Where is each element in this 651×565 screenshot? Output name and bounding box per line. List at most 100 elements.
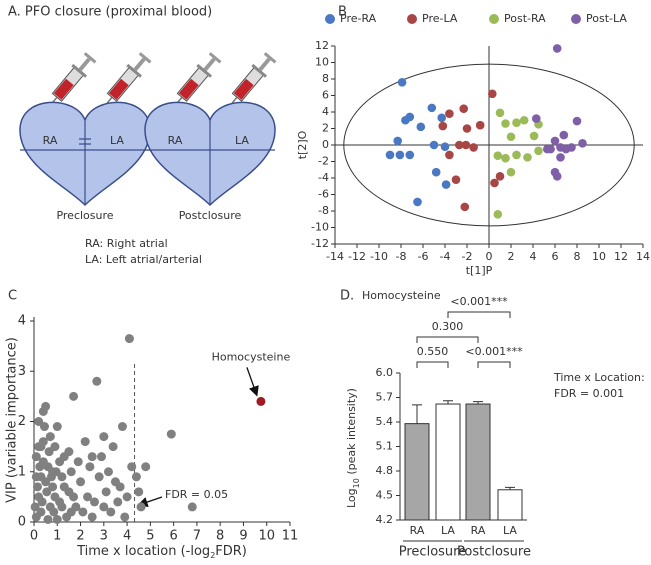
- legend-marker: [407, 14, 417, 24]
- point: [108, 442, 118, 452]
- bar: [497, 489, 523, 521]
- y-tick-label: 4: [18, 314, 26, 329]
- x-tick-label: -12: [348, 250, 366, 263]
- point: [256, 396, 266, 406]
- point: [445, 109, 454, 118]
- y-tick-label: -4: [318, 171, 329, 184]
- point: [44, 447, 54, 457]
- y-tick-label: -10: [311, 221, 329, 234]
- x-axis-label: Time x location (-log2FDR): [76, 544, 247, 561]
- point: [83, 492, 93, 502]
- point: [37, 497, 47, 507]
- y-tick-label: 4.8: [376, 464, 394, 477]
- point: [401, 115, 410, 125]
- point: [34, 417, 44, 426]
- point: [127, 462, 137, 472]
- point: [495, 172, 505, 181]
- y-tick-label: 3: [18, 364, 26, 379]
- point: [416, 122, 426, 132]
- point: [395, 150, 405, 160]
- point: [532, 114, 541, 123]
- legend-marker: [325, 14, 335, 24]
- point: [31, 452, 41, 462]
- point: [66, 467, 76, 477]
- legend-text: LA: Left atrial/arterial: [85, 253, 202, 266]
- error-bar: [412, 404, 422, 424]
- heart-label: LA: [110, 134, 124, 147]
- x-tick-label: RA: [410, 524, 425, 537]
- point: [92, 376, 102, 386]
- y-tick-label: 6: [322, 89, 329, 102]
- x-tick-label: 2: [508, 250, 515, 263]
- point: [512, 118, 521, 128]
- annotation: Homocysteine: [212, 350, 291, 363]
- error-bar: [505, 486, 515, 490]
- x-tick-label: 6: [552, 250, 559, 263]
- threshold-label: FDR = 0.05: [165, 488, 228, 501]
- point: [30, 502, 40, 512]
- annotation: Time x Location:: [553, 371, 645, 384]
- x-tick-label: 7: [193, 529, 201, 544]
- point: [38, 457, 48, 467]
- point: [495, 108, 505, 118]
- x-tick-label: 5: [146, 529, 154, 544]
- x-tick-label: 4: [530, 250, 537, 263]
- y-axis-label: t[2]O: [296, 130, 309, 159]
- x-tick-label: -6: [418, 250, 429, 263]
- point: [455, 140, 464, 150]
- point: [506, 132, 516, 142]
- point: [437, 113, 447, 123]
- point: [38, 406, 48, 416]
- y-tick-label: 0: [18, 515, 26, 530]
- point: [87, 452, 97, 462]
- point: [73, 457, 83, 467]
- x-tick-label: 1: [53, 529, 61, 544]
- point: [385, 150, 395, 160]
- arrow: [246, 367, 259, 397]
- x-tick-label: LA: [503, 524, 517, 537]
- x-tick-label: 0: [30, 529, 38, 544]
- point: [578, 139, 587, 148]
- point: [469, 143, 478, 152]
- point: [501, 119, 510, 128]
- point: [41, 477, 51, 487]
- point: [49, 507, 59, 517]
- panel-a: A. PFO closure (proximal blood) RA LA RA…: [8, 5, 279, 266]
- point: [39, 422, 49, 432]
- point: [493, 151, 503, 161]
- y-tick-label: 5.4: [376, 415, 394, 428]
- point: [80, 437, 90, 447]
- point: [559, 130, 569, 140]
- y-tick-label: 12: [315, 39, 329, 52]
- legend-label: Pre-RA: [340, 12, 377, 25]
- confidence-ellipse: [343, 63, 635, 227]
- point: [59, 482, 69, 492]
- bar: [404, 423, 430, 521]
- comparison-label: 0.550: [417, 345, 449, 358]
- point: [64, 447, 74, 457]
- y-tick-label: -6: [318, 188, 329, 201]
- x-tick-label: 12: [614, 250, 628, 263]
- point: [552, 44, 562, 53]
- comparison-label: <0.001***: [465, 345, 523, 358]
- point: [501, 153, 510, 163]
- point: [490, 178, 499, 188]
- point: [550, 136, 560, 146]
- point: [57, 472, 67, 482]
- point: [506, 167, 516, 177]
- point: [99, 502, 109, 512]
- x-tick-label: 4: [123, 529, 131, 544]
- point: [460, 202, 470, 212]
- panel-label: B: [338, 5, 347, 20]
- point: [131, 472, 141, 482]
- x-tick-label: 10: [592, 250, 606, 263]
- point: [66, 507, 76, 517]
- point: [124, 334, 134, 344]
- point: [429, 140, 439, 150]
- point: [42, 487, 52, 497]
- point: [101, 487, 111, 497]
- point: [45, 432, 55, 442]
- point: [393, 136, 403, 146]
- point: [441, 180, 451, 189]
- point: [48, 467, 58, 477]
